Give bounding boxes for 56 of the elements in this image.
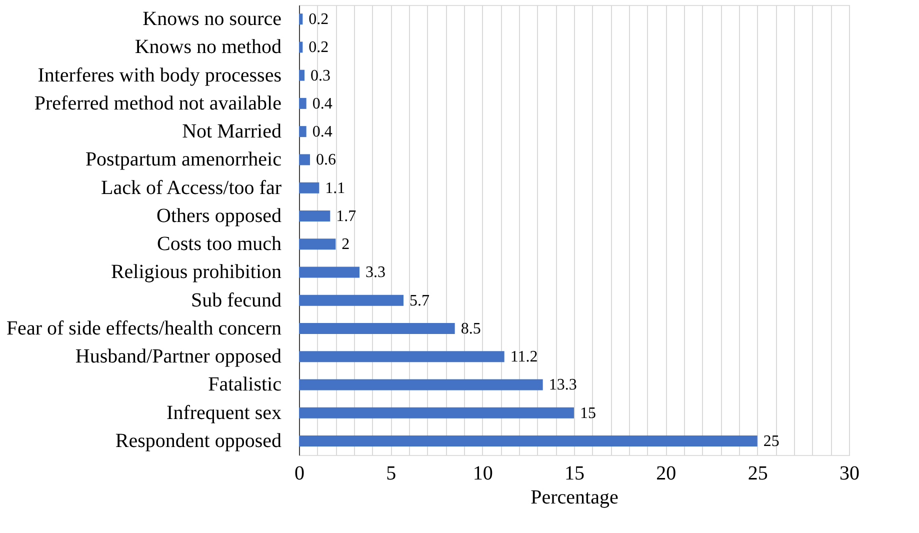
data-label: 2 [342, 236, 350, 254]
bar [299, 182, 320, 194]
bar [299, 238, 336, 250]
bar [299, 210, 330, 222]
y-tick-label: Sub fecund [190, 289, 282, 312]
x-tick-label: 15 [564, 462, 584, 484]
x-tick-label: 30 [840, 462, 860, 484]
y-tick-label: Knows no method [134, 36, 282, 58]
bar [299, 14, 303, 25]
y-tick-label: Fear of side effects/health concern [6, 317, 282, 340]
x-tick-label: 25 [748, 462, 768, 484]
x-tick-label: 0 [294, 462, 304, 484]
data-label: 5.7 [410, 292, 430, 310]
data-label: 0.2 [308, 11, 329, 28]
y-tick-label: Interferes with body processes [38, 64, 282, 86]
y-tick-label: Others opposed [156, 204, 282, 227]
data-label: 0.3 [310, 67, 330, 84]
bar [299, 407, 574, 418]
x-tick-label: 10 [472, 462, 493, 484]
y-tick-label: Infrequent sex [166, 402, 282, 424]
data-label: 1.7 [336, 208, 356, 225]
bar [299, 98, 306, 109]
x-tick-label: 20 [656, 462, 676, 484]
y-tick-label: Postpartum amenorrheic [85, 148, 282, 171]
y-tick-label: Lack of Access/too far [101, 176, 282, 199]
data-label: 1.1 [325, 180, 346, 197]
x-tick-label: 5 [386, 462, 396, 484]
data-label: 25 [763, 432, 780, 450]
bar [299, 154, 310, 166]
y-tick-label: Religious prohibition [110, 261, 282, 284]
y-tick-label: Respondent opposed [115, 430, 282, 452]
data-label: 11.2 [510, 348, 538, 366]
x-axis-title: Percentage [530, 486, 618, 508]
bar [299, 42, 303, 53]
bar [299, 266, 360, 278]
data-label: 13.3 [548, 376, 577, 394]
bar [299, 294, 404, 306]
bar [299, 351, 504, 362]
data-label: 0.2 [308, 39, 329, 56]
y-tick-label: Costs too much [157, 233, 282, 256]
bar [299, 379, 543, 390]
bar [299, 70, 304, 81]
y-tick-label: Fatalistic [208, 374, 282, 396]
y-tick-label: Not Married [182, 120, 282, 143]
data-label: 0.4 [312, 95, 332, 112]
bar [299, 435, 758, 446]
data-label: 3.3 [366, 264, 386, 282]
data-label: 0.4 [312, 124, 332, 141]
data-label: 8.5 [460, 320, 481, 338]
bar [299, 322, 455, 334]
data-label: 0.6 [316, 152, 336, 169]
y-tick-label: Husband/Partner opposed [75, 346, 282, 368]
y-tick-label: Knows no source [142, 8, 282, 30]
y-tick-label: Preferred method not available [34, 92, 282, 114]
data-label: 15 [580, 404, 596, 422]
bar [299, 126, 306, 138]
